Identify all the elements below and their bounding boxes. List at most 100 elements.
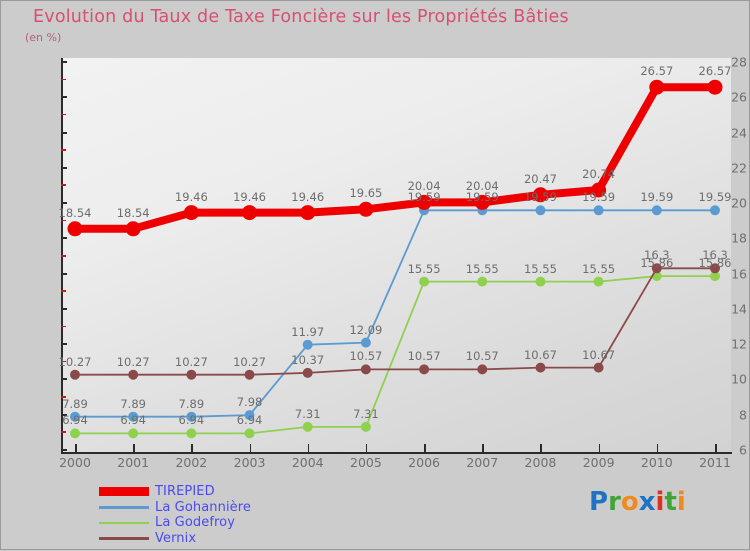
y-axis-tick-label: 18 (731, 230, 747, 246)
y-axis-tick (61, 131, 67, 134)
data-point-label: 10.37 (291, 352, 325, 367)
chart-unit-label: (en %) (25, 31, 62, 44)
data-point-label: 7.89 (120, 396, 146, 411)
x-axis-tick-label: 2000 (59, 455, 91, 470)
logo-letter: r (608, 487, 621, 517)
data-point-label: 7.89 (62, 396, 88, 411)
logo-letter: t (664, 487, 677, 517)
data-point-label: 19.59 (465, 190, 499, 205)
logo-letter: i (655, 487, 665, 517)
y-axis-minor-tick (61, 360, 66, 363)
data-point-label: 19.59 (407, 190, 441, 205)
y-axis-tick (61, 449, 67, 451)
legend-item-tirepied[interactable]: TIREPIED (99, 484, 419, 500)
legend-item-la-gohanni-re[interactable]: La Gohannière (99, 500, 419, 516)
proxiti-logo[interactable]: Proxiti (589, 487, 686, 517)
y-axis-minor-tick (61, 113, 66, 116)
x-axis-tick-label: 2008 (524, 455, 557, 470)
y-axis-tick-label: 8 (739, 407, 747, 423)
data-point-label: 7.31 (294, 406, 321, 421)
plot-area (61, 58, 731, 453)
data-point-label: 6.94 (120, 413, 146, 428)
x-axis-tick-label: 2002 (175, 455, 208, 470)
data-point-label: 15.55 (407, 261, 441, 276)
data-point-label: 6.94 (62, 413, 88, 428)
logo-letter: o (620, 487, 639, 517)
data-point-label: 20.74 (582, 167, 616, 182)
data-point-label: 10.27 (116, 354, 150, 369)
data-point-label: 15.86 (698, 256, 732, 271)
data-point-label: 19.65 (349, 186, 383, 201)
legend-swatch (99, 521, 149, 524)
legend-swatch (99, 487, 149, 497)
x-axis-tick (307, 444, 310, 453)
y-axis-tick-label: 14 (731, 301, 747, 317)
data-point-label: 7.89 (178, 396, 205, 411)
y-axis-tick (61, 202, 67, 205)
data-point-label: 15.55 (582, 261, 616, 276)
x-axis-tick-label: 2003 (233, 455, 266, 470)
data-point-label: 10.27 (58, 354, 92, 369)
y-axis-minor-tick (61, 255, 66, 257)
data-point-label: 20.04 (465, 179, 499, 194)
x-axis-tick-label: 2009 (582, 455, 615, 470)
data-point-label: 20.47 (523, 171, 557, 186)
y-axis-tick (61, 378, 67, 381)
data-point-label: 15.86 (640, 256, 674, 271)
x-axis-tick (656, 444, 659, 453)
x-axis-tick (75, 444, 77, 453)
y-axis-minor-tick (61, 219, 66, 222)
logo-letter: x (638, 487, 656, 517)
legend-item-vernix[interactable]: Vernix (99, 531, 419, 547)
y-axis-tick-label: 12 (731, 336, 747, 352)
data-point-label: 6.94 (178, 413, 205, 428)
y-axis-tick-label: 28 (731, 54, 747, 70)
y-axis-tick (61, 307, 67, 310)
x-axis-tick (424, 444, 426, 453)
logo-letter: i (676, 487, 686, 517)
x-axis-tick-label: 2006 (408, 455, 440, 470)
data-point-label: 26.57 (640, 64, 674, 79)
x-axis-tick-label: 2004 (291, 455, 324, 470)
y-axis-tick (61, 237, 67, 240)
legend-item-la-godefroy[interactable]: La Godefroy (99, 515, 419, 531)
data-point-label: 16.3 (644, 248, 670, 263)
x-axis-tick (133, 444, 135, 453)
y-axis-tick-label: 6 (739, 442, 747, 458)
y-axis-tick-label: 26 (731, 89, 747, 105)
data-point-label: 20.04 (407, 179, 441, 194)
x-axis-tick-label: 2010 (640, 455, 673, 470)
y-axis-tick (61, 343, 67, 346)
data-point-label: 16.3 (702, 248, 728, 263)
data-point-label: 19.46 (174, 189, 208, 204)
y-axis-tick (61, 61, 67, 63)
data-point-label: 7.31 (353, 406, 379, 421)
y-axis-tick (61, 96, 67, 99)
data-point-label: 6.94 (236, 413, 263, 428)
x-axis-tick-label: 2011 (699, 455, 731, 470)
y-axis-tick-label: 16 (731, 266, 747, 282)
data-point-label: 12.09 (349, 322, 383, 337)
y-axis-minor-tick (61, 325, 66, 328)
x-axis-tick (540, 444, 542, 453)
legend-label: La Godefroy (155, 515, 236, 531)
data-point-label: 10.57 (407, 349, 441, 364)
y-axis-tick-label: 10 (731, 371, 747, 387)
data-point-label: 10.57 (349, 349, 383, 364)
data-point-label: 19.59 (582, 190, 616, 205)
y-axis-minor-tick (61, 431, 66, 433)
data-point-label: 26.57 (698, 64, 732, 79)
y-axis-tick (61, 413, 67, 416)
y-axis-minor-tick (61, 184, 66, 186)
data-point-label: 19.59 (640, 190, 674, 205)
data-point-label: 18.54 (116, 205, 150, 220)
data-point-label: 19.59 (523, 190, 557, 205)
data-point-label: 18.54 (58, 205, 92, 220)
data-point-label: 19.46 (291, 189, 325, 204)
data-point-label: 19.59 (698, 190, 732, 205)
x-axis-tick (191, 444, 193, 453)
legend-label: TIREPIED (155, 484, 215, 500)
page-title: Evolution du Taux de Taxe Foncière sur l… (33, 7, 569, 27)
legend-label: Vernix (155, 530, 197, 546)
